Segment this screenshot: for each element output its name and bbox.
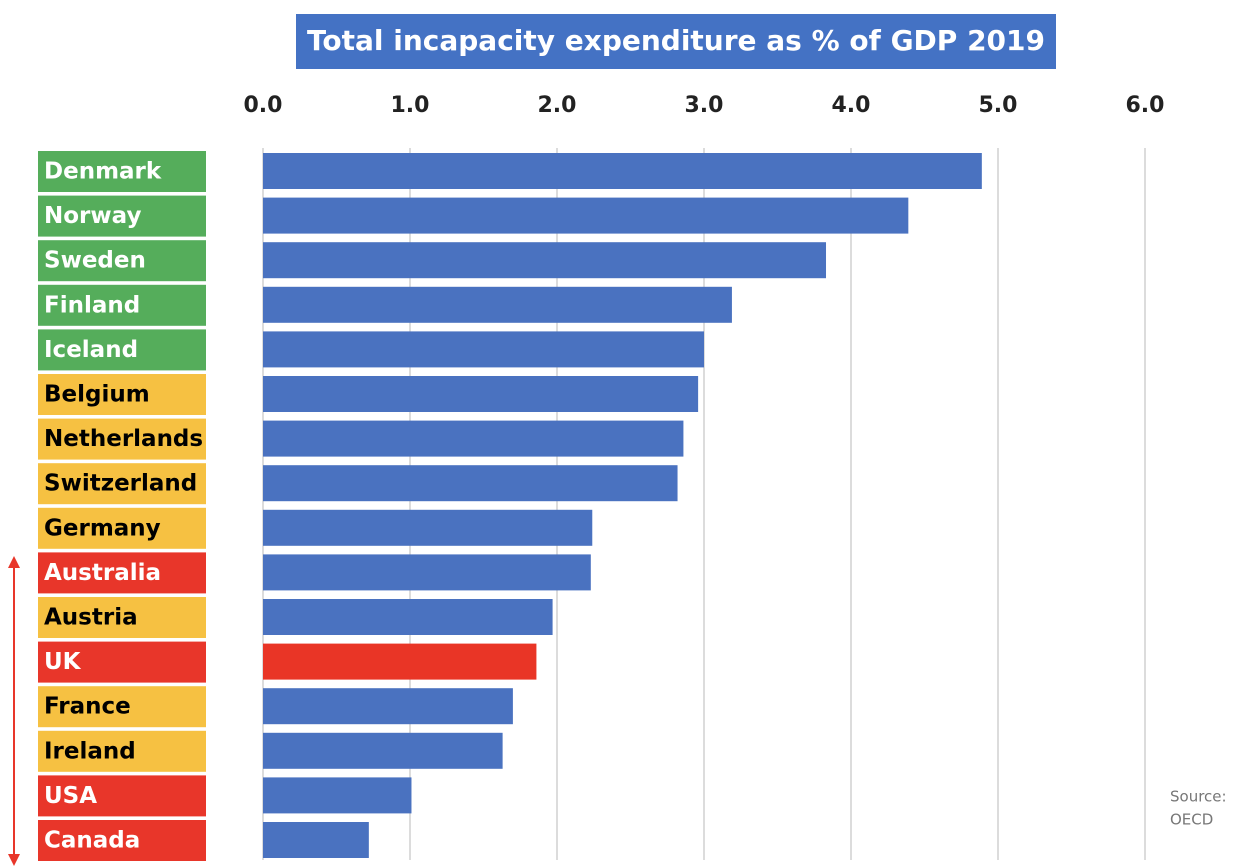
bar <box>263 153 982 189</box>
category-label: Denmark <box>44 159 162 185</box>
x-tick-label: 5.0 <box>979 93 1018 118</box>
category-box <box>38 195 206 237</box>
title-box <box>296 14 1056 69</box>
arrow-head-up <box>8 556 20 568</box>
bar <box>263 242 827 279</box>
category-box <box>38 418 206 460</box>
category-box <box>38 374 206 415</box>
arrow-head-down <box>8 854 20 866</box>
category-box <box>38 552 206 594</box>
category-label: Ireland <box>44 738 136 764</box>
bar <box>263 376 699 412</box>
bar <box>263 554 591 591</box>
bar <box>263 777 412 814</box>
x-tick-label: 3.0 <box>685 93 724 118</box>
category-label: Finland <box>44 292 140 318</box>
category-label: Sweden <box>44 248 146 274</box>
x-tick-label: 4.0 <box>832 93 871 118</box>
category-box <box>38 686 206 728</box>
category-label: France <box>44 694 131 720</box>
bar <box>263 286 732 323</box>
category-label: Austria <box>44 605 138 631</box>
bar <box>263 509 593 546</box>
source-label: OECD <box>1170 811 1213 829</box>
category-box <box>38 284 206 326</box>
category-box <box>38 820 206 861</box>
bar <box>263 420 684 457</box>
category-label: Germany <box>44 515 161 541</box>
category-label: USA <box>44 783 97 809</box>
bar <box>263 732 503 769</box>
category-box <box>38 463 206 505</box>
category-label: UK <box>44 649 82 675</box>
category-box <box>38 775 206 817</box>
category-box <box>38 151 206 192</box>
category-box <box>38 240 206 282</box>
category-label: Netherlands <box>44 426 203 452</box>
category-box <box>38 597 206 638</box>
bar <box>263 822 369 858</box>
category-box <box>38 641 206 683</box>
x-tick-label: 6.0 <box>1126 93 1165 118</box>
x-tick-label: 0.0 <box>244 93 283 118</box>
chart-title: Total incapacity expenditure as % of GDP… <box>307 24 1045 57</box>
category-box <box>38 507 206 549</box>
category-label: Australia <box>44 560 161 586</box>
bar <box>263 331 704 368</box>
category-box <box>38 329 206 371</box>
bar <box>263 688 513 725</box>
source-label: Source: <box>1170 788 1227 806</box>
category-label: Iceland <box>44 337 138 363</box>
x-tick-label: 1.0 <box>391 93 430 118</box>
category-label: Canada <box>44 828 140 854</box>
bar <box>263 197 909 234</box>
category-box <box>38 730 206 772</box>
category-label: Norway <box>44 203 141 229</box>
bar <box>263 599 553 635</box>
bar <box>263 465 678 502</box>
category-label: Switzerland <box>44 471 197 497</box>
category-label: Belgium <box>44 382 150 408</box>
bar <box>263 643 537 680</box>
x-tick-label: 2.0 <box>538 93 577 118</box>
